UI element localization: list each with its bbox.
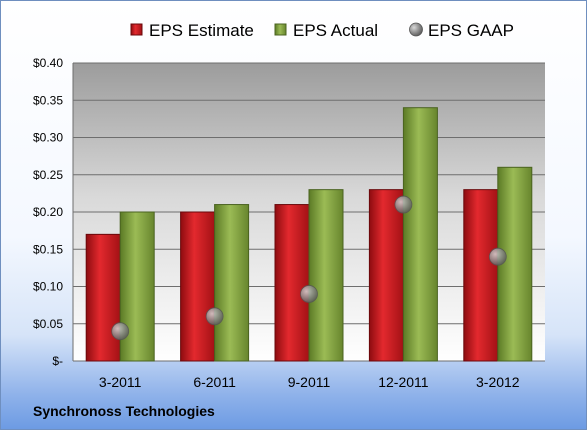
eps-gaap-marker	[394, 195, 413, 214]
legend-label: EPS Estimate	[149, 21, 254, 40]
x-tick-label: 6-2011	[193, 374, 236, 390]
legend: EPS Estimate EPS Actual EPS GAAP	[130, 21, 514, 40]
legend-label: EPS Actual	[293, 21, 378, 40]
gaap-markers	[111, 195, 507, 341]
bars	[85, 107, 533, 362]
eps-actual-bar	[214, 204, 250, 362]
y-tick-label: $0.40	[33, 56, 63, 70]
y-tick-label: $0.05	[33, 317, 63, 331]
x-tick-label: 9-2011	[288, 374, 331, 390]
eps-actual-bar	[308, 189, 344, 362]
x-tick-label: 3-2011	[99, 374, 142, 390]
eps-actual-bar	[402, 107, 438, 362]
x-tick-label: 12-2011	[378, 374, 429, 390]
y-tick-label: $0.15	[33, 242, 63, 256]
y-tick-label: $-	[52, 354, 63, 368]
legend-swatch	[130, 23, 143, 36]
eps-estimate-bar	[180, 211, 216, 362]
eps-estimate-bar	[85, 233, 121, 362]
eps-estimate-bar	[368, 189, 404, 362]
y-tick-label: $0.25	[33, 168, 63, 182]
legend-label: EPS GAAP	[428, 21, 514, 40]
y-axis: $- $0.05 $0.10 $0.15 $0.20 $0.25 $0.30 $0.35 $0.…	[33, 56, 74, 368]
eps-actual-bar	[119, 211, 155, 362]
eps-actual-bar	[497, 166, 533, 362]
x-axis: 3-2011 6-2011 9-2011 12-2011 3-2012	[99, 374, 520, 390]
eps-gaap-marker	[205, 307, 224, 326]
eps-estimate-bar	[274, 204, 310, 362]
y-tick-label: $0.10	[33, 280, 63, 294]
y-tick-label: $0.30	[33, 131, 63, 145]
legend-swatch	[274, 23, 287, 36]
eps-gaap-marker	[488, 247, 507, 266]
eps-gaap-marker	[300, 285, 318, 303]
eps-gaap-marker	[111, 322, 130, 341]
y-tick-label: $0.35	[33, 93, 63, 107]
legend-swatch	[409, 22, 423, 37]
eps-estimate-bar	[463, 189, 499, 362]
y-tick-label: $0.20	[33, 205, 63, 219]
x-tick-label: 3-2012	[476, 374, 520, 390]
company-name: Synchronoss Technologies	[33, 403, 215, 419]
